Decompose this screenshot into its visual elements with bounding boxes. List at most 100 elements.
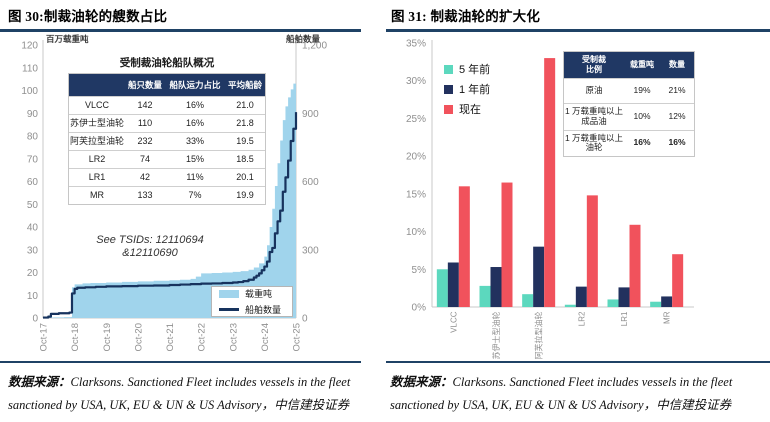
table-header-cell: 受制裁 比例: [564, 52, 624, 78]
legend-label: 现在: [459, 104, 481, 116]
y-tick-left: 110: [22, 63, 38, 74]
y-tick-right: 1,200: [302, 41, 327, 52]
table-cell: 19%: [624, 78, 660, 103]
table-header-cell: 船队运力占比: [165, 74, 225, 96]
y-tick-left: 40: [27, 223, 39, 234]
table-cell: 33%: [165, 132, 225, 150]
annotation-line: &12110690: [122, 247, 178, 260]
table-cell: 原油: [564, 78, 624, 103]
bar-LR2-现在: [586, 195, 598, 307]
table-cell: 74: [125, 150, 165, 168]
table-cell: 7%: [165, 186, 225, 204]
y-tick-label: 20%: [406, 152, 426, 163]
bar-LR2-5 年前: [564, 304, 576, 307]
table-cell: 21.8: [225, 114, 265, 132]
table-cell: 142: [125, 96, 165, 114]
legend-item: 船舶数量: [219, 303, 285, 316]
table-cell: 19.9: [225, 186, 265, 204]
bar-VLCC-现在: [458, 186, 470, 307]
table-cell: 232: [125, 132, 165, 150]
table-cell: MR: [69, 186, 125, 204]
y-tick-right: 900: [302, 109, 319, 120]
table-header-cell: 数量: [660, 52, 694, 78]
line-swatch: [219, 308, 239, 311]
legend-item: 5 年前: [444, 61, 490, 77]
y-tick-left: 70: [27, 154, 39, 165]
x-category-label: MR: [663, 311, 672, 324]
series-swatch: [444, 64, 453, 74]
source-label: 数据来源：: [8, 375, 71, 389]
x-category-label: VLCC: [449, 311, 458, 333]
bar-VLCC-5 年前: [436, 269, 448, 307]
footer-rule-left: [0, 361, 361, 363]
table-header-cell: 载重吨: [624, 52, 660, 78]
bar-苏伊士型油轮-现在: [501, 182, 513, 307]
figure-31-title: 图 31: 制裁油轮的扩大化: [391, 9, 541, 24]
y-tick-left: 0: [32, 314, 38, 325]
x-tick-label: Oct-22: [197, 323, 208, 352]
x-tick-label: Oct-18: [70, 323, 81, 352]
right-axis-title: 船舶数量: [286, 34, 321, 44]
legend-label: 载重吨: [245, 289, 273, 299]
y-tick-label: 35%: [406, 39, 426, 50]
x-tick-label: Oct-23: [228, 323, 239, 352]
x-tick-label: Oct-19: [102, 323, 113, 352]
source-label: 数据来源：: [390, 375, 453, 389]
y-tick-label: 10%: [406, 227, 426, 238]
source-text: Clarksons. Sanctioned Fleet includes ves…: [8, 375, 351, 412]
table-cell: 10%: [624, 103, 660, 130]
table-cell: 12%: [660, 103, 694, 130]
y-tick-left: 100: [21, 86, 38, 97]
y-tick-label: 0%: [412, 303, 427, 314]
y-tick-right: 300: [302, 245, 319, 256]
source-note-left: 数据来源：Clarksons. Sanctioned Fleet include…: [8, 371, 360, 416]
table-cell: 16%: [165, 114, 225, 132]
table-cell: 1 万载重吨以上 油轮: [564, 129, 624, 157]
x-tick-label: Oct-17: [39, 323, 50, 352]
bar-LR2-1 年前: [575, 286, 587, 307]
table-cell: LR1: [69, 168, 125, 186]
table-cell: VLCC: [69, 96, 125, 114]
table-cell: 1 万载重吨以上 成品油: [564, 103, 624, 130]
table-cell: 苏伊士型油轮: [69, 114, 125, 132]
bar-MR-1 年前: [661, 296, 673, 307]
table-cell: 18.5: [225, 150, 265, 168]
series-swatch: [444, 84, 453, 94]
title-rule-right: [386, 29, 770, 32]
y-tick-left: 120: [21, 41, 38, 52]
y-tick-right: 0: [302, 314, 308, 325]
legend-label: 船舶数量: [245, 305, 282, 315]
table-cell: 21%: [660, 78, 694, 103]
y-tick-left: 10: [27, 291, 39, 302]
y-tick-left: 50: [27, 200, 39, 211]
footer-rule-right: [386, 361, 770, 363]
x-category-label: 阿芙拉型油轮: [534, 312, 544, 360]
table-cell: 11%: [165, 168, 225, 186]
sanction-ratio-table: 受制裁 比例 载重吨 数量原油 19% 21% 1 万载重吨以上 成品油 10% 12% 1 万…: [563, 51, 695, 158]
table-grid: 船只数量 船队运力占比 平均船龄 VLCC 142 16% 21.0 苏伊士型油轮 110 16%…: [68, 73, 266, 205]
table-cell: 16%: [624, 129, 660, 157]
legend-label: 1 年前: [459, 84, 491, 96]
area-swatch: [219, 289, 239, 298]
legend-item: 载重吨: [219, 287, 285, 300]
table-cell: LR2: [69, 150, 125, 168]
table-header-cell: 船只数量: [125, 74, 165, 96]
y-tick-label: 30%: [406, 76, 426, 87]
left-axis-title: 百万载重吨: [46, 34, 89, 44]
bar-MR-5 年前: [650, 301, 662, 307]
table-cell: 19.5: [225, 132, 265, 150]
table-header-cell: [69, 74, 125, 96]
bar-MR-现在: [672, 254, 684, 307]
table-cell: 20.1: [225, 168, 265, 186]
legend-label: 5 年前: [459, 64, 491, 76]
sanction-expansion-bar-chart: 0% 5% 10% 15% 20% 25% 30% 35% VLCC 苏伊士型油轮 阿芙拉型油轮 LR…: [406, 39, 694, 360]
y-tick-left: 90: [27, 109, 39, 120]
ship-count-line-series: [43, 112, 298, 319]
legend-item: 1 年前: [444, 81, 490, 97]
y-tick-left: 80: [27, 132, 39, 143]
bar-阿芙拉型油轮-5 年前: [522, 294, 534, 307]
y-tick-left: 30: [27, 245, 39, 256]
bar-苏伊士型油轮-5 年前: [479, 285, 491, 307]
series-swatch: [444, 104, 453, 114]
table-cell: 16%: [660, 129, 694, 157]
